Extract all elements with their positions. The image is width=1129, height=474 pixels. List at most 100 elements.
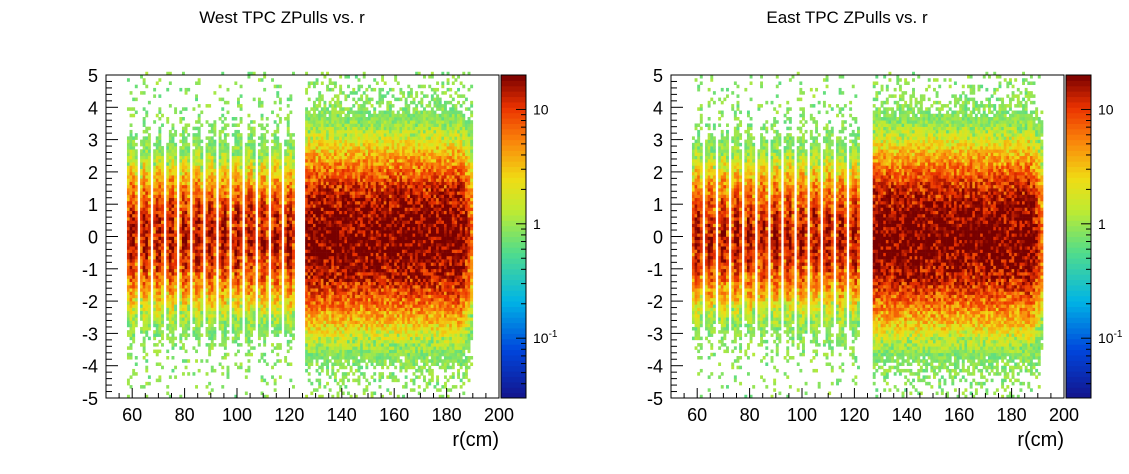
heatmap-cell xyxy=(339,320,343,325)
heatmap-cell xyxy=(257,104,261,108)
heatmap-cell xyxy=(210,288,214,292)
heatmap-cell xyxy=(315,162,319,166)
heatmap-cell xyxy=(168,146,172,150)
heatmap-cell xyxy=(197,104,201,108)
heatmap-cell xyxy=(174,246,178,250)
heatmap-cell xyxy=(195,320,198,325)
heatmap-cell xyxy=(197,246,201,250)
heatmap-cell xyxy=(247,113,251,118)
heatmap-cell xyxy=(257,191,261,195)
heatmap-cell xyxy=(312,116,316,121)
heatmap-cell xyxy=(221,278,225,283)
heatmap-cell xyxy=(210,233,214,237)
heatmap-cell xyxy=(197,259,201,263)
heatmap-cell xyxy=(187,255,191,260)
heatmap-cell xyxy=(250,220,254,224)
heatmap-cell xyxy=(187,207,191,211)
heatmap-cell xyxy=(166,278,170,283)
heatmap-cell xyxy=(239,239,243,244)
heatmap-cell xyxy=(205,278,209,283)
heatmap-cell xyxy=(278,188,282,192)
heatmap-cell xyxy=(192,133,196,137)
heatmap-cell xyxy=(239,171,243,176)
heatmap-cell xyxy=(307,155,311,160)
heatmap-cell xyxy=(318,330,322,334)
heatmap-cell xyxy=(200,317,204,321)
heatmap-cell xyxy=(210,200,214,205)
heatmap-cell xyxy=(347,320,350,325)
heatmap-cell xyxy=(237,262,240,266)
heatmap-cell xyxy=(263,175,267,179)
heatmap-cell xyxy=(147,249,151,253)
heatmap-cell xyxy=(153,246,157,250)
heatmap-cell xyxy=(234,236,238,241)
heatmap-cell xyxy=(310,352,314,357)
heatmap-cell xyxy=(292,236,295,241)
heatmap-cell xyxy=(155,252,159,257)
heatmap-cell xyxy=(328,320,332,325)
heatmap-cell xyxy=(210,230,214,234)
heatmap-cell xyxy=(310,323,314,328)
heatmap-cell xyxy=(273,200,277,205)
heatmap-cell xyxy=(312,333,316,337)
heatmap-cell xyxy=(218,220,222,224)
heatmap-cell xyxy=(205,178,209,182)
heatmap-cell xyxy=(318,381,322,386)
heatmap-cell xyxy=(260,356,264,360)
heatmap-cell xyxy=(292,133,295,137)
heatmap-cell xyxy=(278,149,282,153)
heatmap-cell xyxy=(218,281,222,286)
heatmap-cell xyxy=(140,217,143,221)
heatmap-cell xyxy=(284,236,288,241)
heatmap-cell xyxy=(218,217,222,221)
heatmap-cell xyxy=(328,113,332,118)
heatmap-cell xyxy=(221,365,225,370)
heatmap-cell xyxy=(307,314,311,318)
heatmap-cell xyxy=(231,168,235,173)
heatmap-cell xyxy=(145,249,149,253)
heatmap-cell xyxy=(168,317,172,321)
heatmap-cell xyxy=(200,197,204,202)
heatmap-cell xyxy=(155,165,159,169)
heatmap-cell xyxy=(195,249,198,253)
heatmap-cell xyxy=(179,181,183,186)
heatmap-cell xyxy=(218,262,222,266)
heatmap-cell xyxy=(333,230,337,234)
heatmap-cell xyxy=(223,275,227,279)
heatmap-cell xyxy=(208,317,212,321)
heatmap-cell xyxy=(289,249,293,253)
heatmap-cell xyxy=(134,239,138,244)
heatmap-cell xyxy=(289,278,293,283)
heatmap-cell xyxy=(323,275,327,279)
heatmap-cell xyxy=(244,181,248,186)
heatmap-cell xyxy=(289,346,293,350)
heatmap-cell xyxy=(331,116,335,121)
heatmap-cell xyxy=(273,330,277,334)
heatmap-cell xyxy=(312,197,316,202)
heatmap-cell xyxy=(286,165,290,169)
heatmap-cell xyxy=(197,129,201,134)
heatmap-cell xyxy=(312,388,316,392)
heatmap-cell xyxy=(221,255,225,260)
heatmap-cell xyxy=(318,146,322,150)
heatmap-cell xyxy=(344,120,348,124)
heatmap-cell xyxy=(278,359,282,363)
heatmap-cell xyxy=(286,197,290,202)
heatmap-cell xyxy=(260,116,264,121)
heatmap-cell xyxy=(153,265,157,270)
heatmap-cell xyxy=(140,149,143,153)
heatmap-cell xyxy=(307,171,311,176)
heatmap-cell xyxy=(284,116,288,121)
heatmap-cell xyxy=(307,278,311,283)
heatmap-cell xyxy=(263,168,267,173)
heatmap-cell xyxy=(205,275,209,279)
heatmap-cell xyxy=(318,217,322,221)
heatmap-cell xyxy=(310,210,314,215)
heatmap-cell xyxy=(276,191,280,195)
heatmap-cell xyxy=(257,320,261,325)
heatmap-cell xyxy=(187,284,191,289)
heatmap-cell xyxy=(239,213,243,218)
heatmap-cell xyxy=(231,213,235,218)
heatmap-cell xyxy=(234,291,238,295)
heatmap-cell xyxy=(210,197,214,202)
